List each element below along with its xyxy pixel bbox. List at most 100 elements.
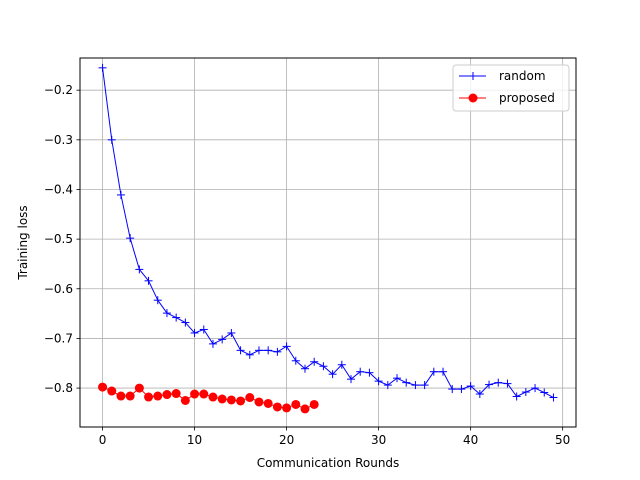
data-point-proposed: [134, 383, 144, 393]
data-point-random: [347, 375, 356, 384]
y-tick-label: −0.8: [44, 381, 73, 395]
data-point-random: [503, 379, 512, 388]
data-point-random: [540, 388, 549, 397]
data-point-random: [126, 234, 135, 243]
data-point-proposed: [116, 391, 126, 401]
data-point-random: [411, 381, 420, 390]
data-point-random: [135, 265, 144, 274]
data-point-random: [494, 378, 503, 387]
data-point-random: [162, 309, 171, 318]
y-tick-label: −0.3: [44, 133, 73, 147]
data-point-proposed: [107, 386, 117, 396]
data-point-random: [190, 328, 199, 337]
data-point-random: [199, 325, 208, 334]
x-tick-label: 0: [99, 433, 107, 447]
data-point-proposed: [254, 397, 264, 407]
data-point-random: [512, 392, 521, 401]
data-point-proposed: [180, 395, 190, 405]
data-point-random: [531, 384, 540, 393]
data-point-random: [227, 328, 236, 337]
series-line-random: [102, 67, 554, 398]
data-point-random: [172, 313, 181, 322]
data-point-proposed: [226, 395, 236, 405]
data-point-proposed: [263, 398, 273, 408]
y-tick-label: −0.6: [44, 282, 73, 296]
grid: [80, 58, 576, 427]
data-point-random: [107, 135, 116, 144]
data-point-random: [236, 346, 245, 355]
axes-frame: [79, 57, 577, 428]
y-tick-label: −0.5: [44, 232, 73, 246]
data-point-proposed: [190, 389, 200, 399]
y-axis-label: Training loss: [16, 205, 30, 280]
y-tick-label: −0.2: [44, 83, 73, 97]
data-point-proposed: [162, 390, 172, 400]
x-tick-label: 20: [279, 433, 294, 447]
legend-marker-random: [469, 72, 477, 80]
data-point-proposed: [171, 389, 181, 399]
data-point-proposed: [236, 396, 246, 406]
data-point-random: [393, 374, 402, 383]
data-point-random: [310, 357, 319, 366]
data-point-proposed: [291, 399, 301, 409]
data-point-random: [153, 296, 162, 305]
data-point-random: [291, 356, 300, 365]
axis-ticks: 0 10 20 30 40 50 −0.8 −0.7 −0.6 −0.5 −0.4 −0.3 −0.2: [44, 83, 570, 447]
data-point-random: [402, 378, 411, 387]
data-point-random: [549, 393, 558, 402]
data-point-random: [485, 380, 494, 389]
x-tick-label: 10: [187, 433, 202, 447]
y-tick-label: −0.7: [44, 331, 73, 345]
data-point-proposed: [125, 391, 135, 401]
data-point-random: [300, 364, 309, 373]
data-point-proposed: [245, 393, 255, 403]
data-point-random: [116, 190, 125, 199]
x-tick-label: 40: [463, 433, 478, 447]
data-point-random: [273, 347, 282, 356]
x-tick-label: 30: [371, 433, 386, 447]
data-point-random: [319, 362, 328, 371]
data-point-random: [383, 381, 392, 390]
x-axis-label: Communication Rounds: [257, 456, 400, 470]
data-point-random: [439, 367, 448, 376]
data-point-proposed: [98, 382, 108, 392]
plot-area: [98, 63, 558, 414]
data-point-random: [328, 370, 337, 379]
data-point-proposed: [300, 404, 310, 414]
data-point-random: [429, 367, 438, 376]
data-point-random: [144, 276, 153, 285]
data-point-proposed: [208, 392, 218, 402]
data-point-proposed: [199, 389, 209, 399]
x-tick-label: 50: [555, 433, 570, 447]
legend-label-random: random: [499, 69, 546, 83]
data-point-random: [245, 350, 254, 359]
legend-label-proposed: proposed: [499, 91, 555, 105]
data-point-random: [282, 342, 291, 351]
data-point-random: [365, 368, 374, 377]
data-point-random: [448, 385, 457, 394]
y-tick-label: −0.4: [44, 182, 73, 196]
data-point-random: [337, 360, 346, 369]
data-point-random: [457, 385, 466, 394]
data-point-random: [420, 381, 429, 390]
legend: random proposed: [452, 64, 570, 112]
data-point-random: [181, 318, 190, 327]
data-point-proposed: [217, 394, 227, 404]
data-point-random: [374, 377, 383, 386]
data-point-random: [521, 388, 530, 397]
data-point-random: [218, 335, 227, 344]
data-point-random: [254, 346, 263, 355]
data-point-random: [475, 390, 484, 399]
data-point-proposed: [144, 392, 154, 402]
data-point-random: [208, 339, 217, 348]
data-point-proposed: [272, 402, 282, 412]
data-point-random: [98, 63, 107, 72]
data-point-proposed: [282, 403, 292, 413]
data-point-random: [356, 367, 365, 376]
data-point-random: [466, 382, 475, 391]
legend-marker-proposed: [468, 93, 478, 103]
data-point-proposed: [309, 399, 319, 409]
data-point-proposed: [153, 391, 163, 401]
data-point-random: [264, 346, 273, 355]
